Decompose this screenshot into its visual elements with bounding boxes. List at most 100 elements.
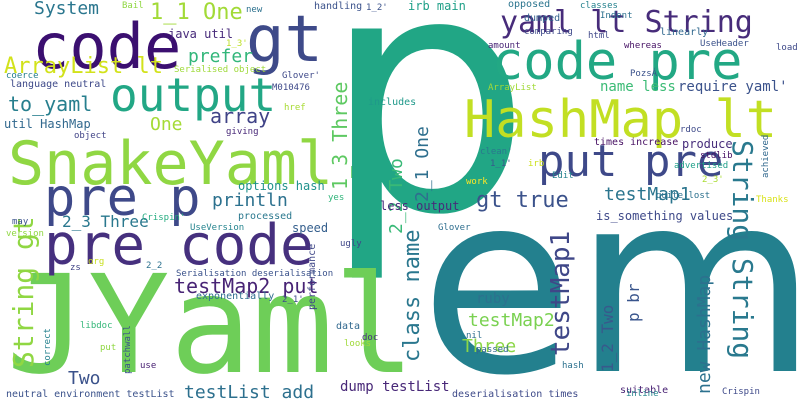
cloud-word: dumped	[524, 13, 561, 24]
cloud-word: testMap2 put	[174, 274, 319, 298]
cloud-word: use	[140, 361, 157, 371]
cloud-word: prefer	[188, 46, 254, 67]
cloud-word: options hash	[238, 179, 325, 193]
cloud-word: 1_1'	[490, 159, 512, 169]
cloud-word: 2_2 Two	[386, 158, 407, 234]
cloud-word: 1_2 Two	[598, 304, 617, 372]
cloud-word: less output	[380, 199, 460, 213]
cloud-word: nil	[466, 331, 483, 341]
cloud-word: looks	[344, 339, 372, 349]
cloud-word: UseVersion	[190, 223, 245, 233]
cloud-word: testMap1	[546, 230, 576, 356]
cloud-word: array	[210, 104, 271, 128]
cloud-word: testList add	[184, 382, 315, 400]
cloud-word: put pre	[538, 136, 724, 187]
cloud-word: PozsÁ	[630, 69, 658, 79]
cloud-word: code	[32, 10, 182, 83]
cloud-word: libdoc	[80, 321, 113, 331]
cloud-word: java util	[168, 27, 234, 41]
cloud-word: ugly	[340, 239, 362, 249]
cloud-word: p br	[624, 283, 643, 322]
cloud-word: One	[150, 114, 183, 135]
cloud-word: p	[322, 0, 532, 287]
cloud-word: String gt	[7, 216, 40, 368]
cloud-word: 1_3 Three	[328, 81, 352, 190]
cloud-word: UseHeader	[700, 39, 749, 49]
cloud-word: coerce	[6, 71, 39, 81]
cloud-word: whereas	[624, 41, 662, 51]
cloud-word: Two	[68, 368, 101, 389]
cloud-word: exponentially	[196, 291, 275, 302]
cloud-word: ArrayList	[488, 83, 537, 93]
cloud-word: produce	[682, 137, 733, 151]
cloud-word: to_yaml	[8, 92, 93, 116]
cloud-word: 2_1 One	[412, 126, 433, 202]
cloud-word: deserialisation times	[452, 389, 579, 400]
cloud-word: is_something values	[596, 209, 734, 223]
cloud-word: Indent	[600, 11, 633, 21]
cloud-word: 1_1 One	[150, 0, 243, 25]
cloud-word: classes	[580, 1, 618, 11]
cloud-word: neutral environment testList	[6, 389, 175, 400]
cloud-word: Edit	[552, 171, 574, 181]
cloud-word: testMap1	[604, 184, 691, 205]
cloud-word: Crispin	[722, 387, 760, 397]
cloud-word: 2_1'	[282, 295, 304, 305]
cloud-word: irb main	[408, 0, 466, 13]
cloud-word: 1_2'	[366, 3, 388, 13]
cloud-word: advertised	[674, 161, 729, 171]
cloud-word: new HashMap	[694, 274, 715, 394]
cloud-word: speed	[292, 221, 329, 235]
cloud-word: quite lost	[656, 191, 711, 201]
cloud-word: class name	[400, 229, 425, 362]
cloud-word: yes	[328, 193, 345, 203]
cloud-word: href	[284, 103, 306, 113]
cloud-word: patchwall	[123, 325, 133, 374]
cloud-word: times increase	[594, 137, 679, 148]
cloud-word: pre code	[44, 213, 314, 278]
cloud-word: data	[336, 321, 361, 332]
cloud-word: passed	[476, 345, 509, 355]
cloud-word: gt true	[476, 188, 569, 213]
cloud-word: language neutral	[10, 79, 107, 90]
cloud-word: JYaml	[6, 247, 416, 400]
cloud-word: Three	[462, 336, 517, 357]
cloud-word: hash	[562, 361, 584, 371]
cloud-word: M010476	[272, 83, 310, 93]
cloud-word: Glover	[438, 223, 471, 233]
cloud-word: comparing	[524, 27, 573, 37]
cloud-word: Serialised object	[174, 65, 267, 75]
cloud-word: Serialisation deserialisation	[176, 269, 334, 279]
cloud-word: util HashMap	[4, 117, 91, 131]
cloud-word: 2_3 Three	[62, 212, 149, 231]
cloud-word: put	[100, 343, 117, 353]
cloud-word: yaml lt String	[500, 5, 753, 40]
cloud-word: handling	[314, 1, 363, 12]
cloud-word: ArrayList lt	[4, 54, 163, 79]
cloud-word: output	[110, 68, 277, 122]
cloud-word: testMap2	[468, 310, 555, 331]
cloud-word: HashMap lt	[464, 90, 778, 150]
cloud-word: giving	[226, 127, 259, 137]
cloud-word: dump testList	[340, 379, 450, 395]
cloud-word: processed	[238, 211, 293, 222]
cloud-word: pre p	[44, 168, 201, 228]
cloud-word: Thanks	[756, 195, 789, 205]
cloud-word: 1_3'	[226, 39, 248, 49]
cloud-word: html	[588, 31, 610, 41]
cloud-word: name less	[600, 79, 676, 95]
cloud-word: achieved	[761, 134, 771, 178]
cloud-word: correct	[43, 328, 53, 366]
cloud-word: stdlib	[700, 151, 733, 161]
cloud-word: includes	[368, 97, 417, 108]
cloud-word: String String	[726, 140, 759, 360]
cloud-word: println	[212, 190, 288, 211]
cloud-word: org	[88, 257, 105, 267]
cloud-word: clean'	[480, 147, 513, 157]
cloud-word: gt	[246, 3, 324, 77]
cloud-word: rdoc	[680, 125, 702, 135]
cloud-word: linearly	[660, 27, 709, 38]
cloud-word: inline	[626, 389, 659, 399]
cloud-word: irb	[528, 159, 545, 169]
